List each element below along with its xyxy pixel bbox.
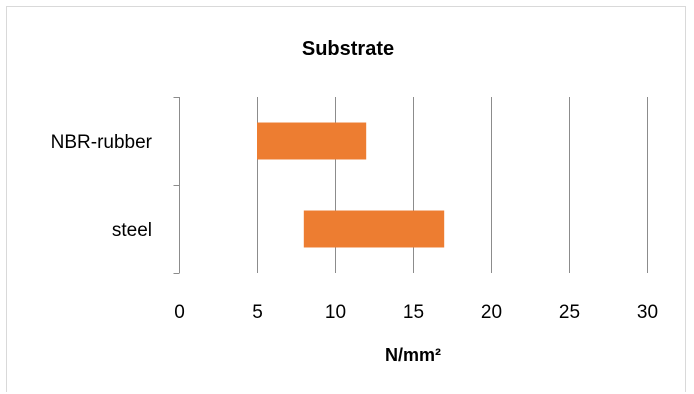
bars: [257, 122, 445, 248]
x-tick-label-25: 25: [559, 302, 580, 323]
chart-title: Substrate: [302, 38, 394, 60]
axes: [173, 97, 180, 274]
x-tick-label-30: 30: [637, 302, 658, 323]
x-axis-title: N/mm²: [385, 345, 441, 365]
chart-frame: [6, 6, 686, 392]
x-tick-label-5: 5: [252, 302, 263, 323]
x-tick-labels: 0 5 10 15 20 25 30: [174, 302, 658, 323]
x-tick-label-10: 10: [325, 302, 346, 323]
x-tick-label-15: 15: [403, 302, 424, 323]
y-category-label-nbr-rubber: NBR-rubber: [51, 132, 153, 153]
x-tick-label-0: 0: [174, 302, 185, 323]
x-tick-label-20: 20: [481, 302, 502, 323]
bar-nbr-rubber: [257, 122, 367, 160]
y-category-labels: NBR-rubber steel: [51, 132, 153, 241]
bar-steel: [303, 210, 445, 248]
y-category-label-steel: steel: [112, 220, 152, 241]
